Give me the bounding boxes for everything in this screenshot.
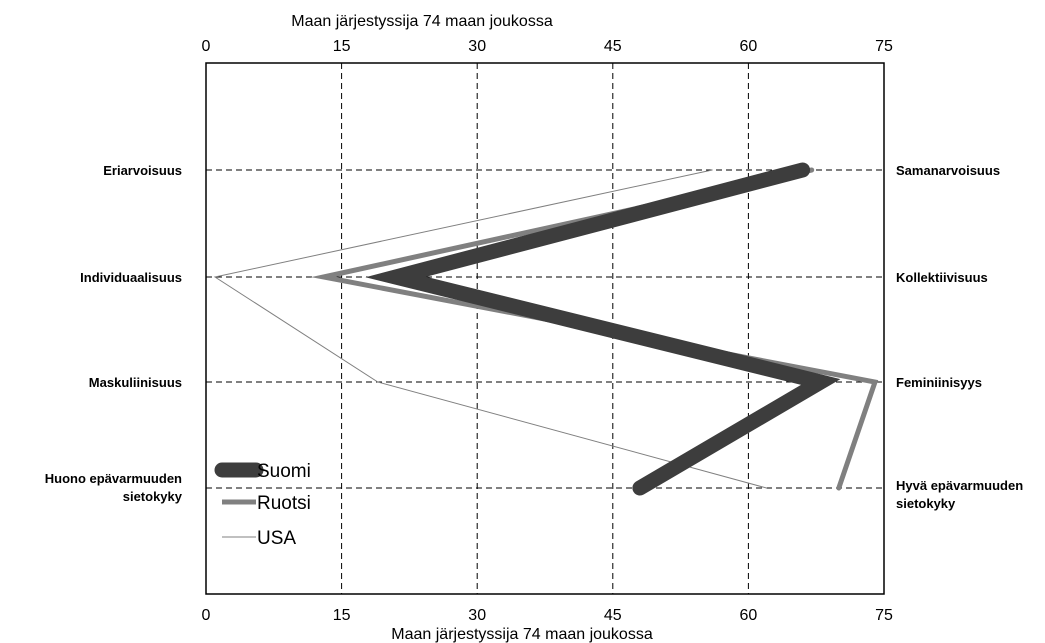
- top-tick-label: 75: [875, 38, 893, 55]
- top-tick-label: 45: [604, 38, 622, 55]
- bottom-tick-label: 0: [202, 607, 211, 624]
- top-tick-label: 60: [740, 38, 758, 55]
- legend: Suomi Ruotsi USA: [214, 461, 311, 549]
- right-category-label: Kollektiivisuus: [896, 270, 988, 285]
- bottom-tick-label: 15: [333, 607, 351, 624]
- series-line-usa: [213, 169, 767, 489]
- top-tick-label: 0: [202, 38, 211, 55]
- series-layer: [213, 162, 879, 496]
- left-category-label: Individuaalisuus: [80, 270, 182, 285]
- bottom-tick-labels: 0 15 30 45 60 75: [202, 607, 893, 624]
- series-line-suomi: [365, 162, 841, 496]
- bottom-tick-label: 60: [740, 607, 758, 624]
- legend-label-ruotsi: Ruotsi: [257, 493, 311, 514]
- top-axis-title: Maan järjestyssija 74 maan joukossa: [291, 13, 553, 30]
- bottom-axis-title: Maan järjestyssija 74 maan joukossa: [391, 626, 653, 643]
- right-category-labels: Samanarvoisuus Kollektiivisuus Feminiinisy…: [896, 163, 1023, 511]
- legend-label-usa: USA: [257, 528, 296, 549]
- right-category-label: sietokyky: [896, 496, 956, 511]
- top-tick-labels: 0 15 30 45 60 75: [202, 38, 893, 55]
- left-category-label: Huono epävarmuuden: [45, 471, 182, 486]
- right-category-label: Samanarvoisuus: [896, 163, 1000, 178]
- top-tick-label: 15: [333, 38, 351, 55]
- left-category-label: Eriarvoisuus: [103, 163, 182, 178]
- grid: [206, 63, 884, 594]
- right-category-label: Feminiinisyys: [896, 375, 982, 390]
- legend-label-suomi: Suomi: [257, 461, 311, 482]
- bottom-tick-label: 30: [468, 607, 486, 624]
- left-category-label: Maskuliinisuus: [89, 375, 182, 390]
- bottom-tick-label: 75: [875, 607, 893, 624]
- plot-area: [205, 62, 885, 595]
- right-category-label: Hyvä epävarmuuden: [896, 478, 1023, 493]
- top-tick-label: 30: [468, 38, 486, 55]
- left-category-label: sietokyky: [123, 489, 183, 504]
- bottom-tick-label: 45: [604, 607, 622, 624]
- left-category-labels: Eriarvoisuus Individuaalisuus Maskuliinisu…: [45, 163, 183, 504]
